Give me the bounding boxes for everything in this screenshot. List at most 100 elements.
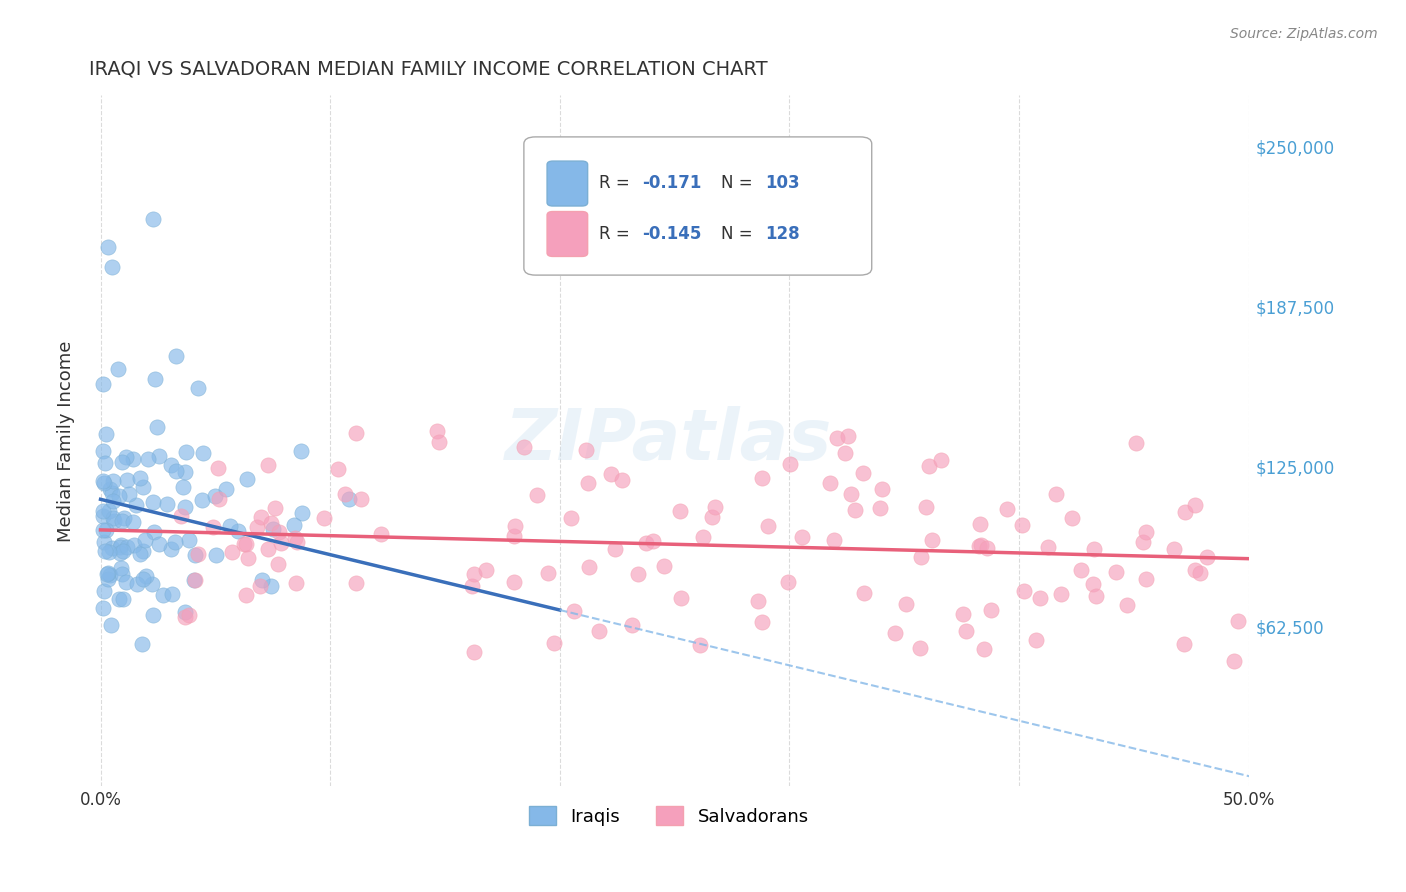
- Iraqis: [183, 574, 205, 588]
- Iraqis: [165, 349, 187, 363]
- Salvadorans: [921, 533, 943, 547]
- Salvadorans: [1116, 598, 1139, 612]
- Salvadorans: [208, 492, 231, 507]
- Salvadorans: [1012, 584, 1035, 599]
- Salvadorans: [267, 557, 290, 571]
- Salvadorans: [1038, 540, 1060, 554]
- Salvadorans: [852, 585, 875, 599]
- Salvadorans: [503, 519, 526, 533]
- Salvadorans: [312, 511, 335, 525]
- Iraqis: [91, 523, 114, 537]
- Salvadorans: [344, 426, 367, 441]
- Salvadorans: [1025, 633, 1047, 648]
- Iraqis: [172, 480, 194, 494]
- Iraqis: [101, 541, 124, 555]
- Salvadorans: [1223, 654, 1246, 668]
- Salvadorans: [1070, 564, 1092, 578]
- Salvadorans: [1135, 525, 1157, 540]
- Iraqis: [142, 607, 165, 622]
- Salvadorans: [1174, 505, 1197, 519]
- Iraqis: [110, 540, 132, 554]
- Iraqis: [110, 560, 132, 574]
- Salvadorans: [257, 458, 280, 472]
- Iraqis: [98, 482, 121, 496]
- FancyBboxPatch shape: [547, 161, 588, 206]
- Salvadorans: [250, 509, 273, 524]
- Iraqis: [103, 511, 125, 525]
- FancyBboxPatch shape: [547, 211, 588, 256]
- Iraqis: [98, 568, 121, 582]
- Iraqis: [236, 471, 259, 485]
- Salvadorans: [177, 608, 200, 623]
- Text: 103: 103: [765, 174, 800, 192]
- Iraqis: [100, 617, 122, 632]
- Salvadorans: [1081, 577, 1104, 591]
- Iraqis: [174, 605, 197, 619]
- Salvadorans: [870, 482, 893, 496]
- Salvadorans: [626, 567, 648, 582]
- Iraqis: [107, 592, 129, 607]
- Iraqis: [177, 533, 200, 547]
- Iraqis: [148, 537, 170, 551]
- Iraqis: [290, 444, 312, 458]
- Iraqis: [97, 566, 120, 580]
- Salvadorans: [562, 604, 585, 618]
- Iraqis: [131, 637, 153, 651]
- Iraqis: [145, 420, 167, 434]
- Iraqis: [132, 573, 155, 587]
- Iraqis: [93, 583, 115, 598]
- Iraqis: [191, 493, 214, 508]
- Text: -0.171: -0.171: [643, 174, 702, 192]
- Salvadorans: [1105, 565, 1128, 579]
- Salvadorans: [285, 535, 308, 549]
- Text: N =: N =: [721, 174, 758, 192]
- Iraqis: [91, 376, 114, 391]
- Salvadorans: [995, 502, 1018, 516]
- Text: IRAQI VS SALVADORAN MEDIAN FAMILY INCOME CORRELATION CHART: IRAQI VS SALVADORAN MEDIAN FAMILY INCOME…: [89, 60, 768, 78]
- Salvadorans: [426, 424, 449, 438]
- Iraqis: [283, 517, 305, 532]
- Iraqis: [122, 538, 145, 552]
- Salvadorans: [837, 429, 859, 443]
- Salvadorans: [1011, 517, 1033, 532]
- Iraqis: [205, 548, 228, 562]
- Salvadorans: [576, 475, 599, 490]
- Iraqis: [122, 451, 145, 466]
- Salvadorans: [257, 541, 280, 556]
- Salvadorans: [751, 471, 773, 485]
- Iraqis: [112, 510, 135, 524]
- Iraqis: [101, 485, 124, 500]
- Salvadorans: [603, 542, 626, 557]
- Iraqis: [165, 535, 187, 549]
- Iraqis: [127, 577, 149, 591]
- Salvadorans: [578, 560, 600, 574]
- Salvadorans: [233, 537, 256, 551]
- Salvadorans: [526, 488, 548, 502]
- Salvadorans: [702, 510, 724, 524]
- Salvadorans: [599, 467, 621, 481]
- Iraqis: [93, 535, 115, 549]
- Salvadorans: [1060, 510, 1083, 524]
- Salvadorans: [980, 603, 1002, 617]
- Salvadorans: [910, 550, 932, 565]
- Iraqis: [98, 545, 121, 559]
- Iraqis: [98, 504, 121, 518]
- Salvadorans: [221, 544, 243, 558]
- Salvadorans: [756, 519, 779, 533]
- Salvadorans: [537, 566, 560, 580]
- Y-axis label: Median Family Income: Median Family Income: [58, 340, 75, 541]
- Salvadorans: [284, 532, 307, 546]
- Legend: Iraqis, Salvadorans: Iraqis, Salvadorans: [522, 799, 815, 833]
- Salvadorans: [335, 487, 357, 501]
- Iraqis: [131, 480, 153, 494]
- Salvadorans: [174, 610, 197, 624]
- Salvadorans: [844, 503, 866, 517]
- Iraqis: [143, 372, 166, 386]
- Iraqis: [142, 211, 165, 226]
- Salvadorans: [235, 537, 257, 551]
- Iraqis: [117, 473, 139, 487]
- Iraqis: [108, 489, 131, 503]
- Iraqis: [111, 514, 134, 528]
- Salvadorans: [747, 594, 769, 608]
- Salvadorans: [790, 530, 813, 544]
